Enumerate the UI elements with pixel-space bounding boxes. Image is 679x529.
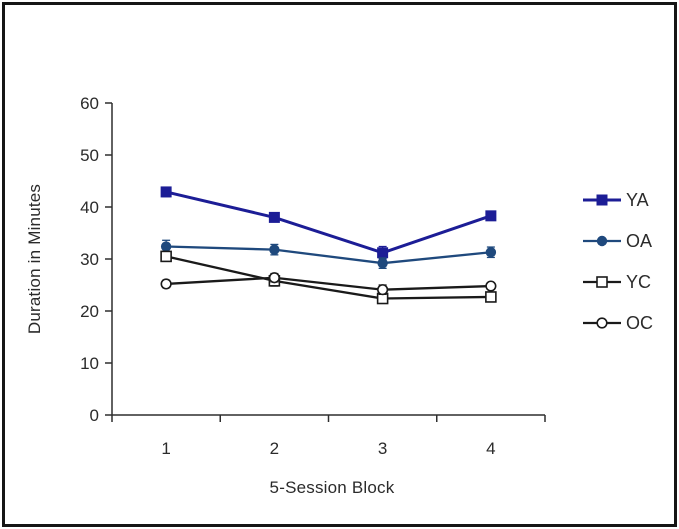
series-line-oa — [166, 245, 491, 265]
data-point-oa — [377, 257, 388, 269]
y-axis-title: Duration in Minutes — [25, 184, 44, 334]
data-point-oa — [485, 247, 497, 258]
filled-square-icon — [596, 194, 608, 206]
series-line-yc — [165, 255, 491, 300]
legend-label-oc: OC — [626, 313, 653, 333]
y-tick-label: 0 — [90, 406, 99, 425]
data-point-oc — [268, 272, 280, 284]
legend-item-yc: YC — [583, 272, 651, 292]
filled-circle-icon — [596, 235, 608, 247]
legend: YA OA YC OC — [583, 190, 653, 333]
x-tick-label: 4 — [486, 439, 495, 458]
plot-area — [160, 186, 497, 305]
series-oa — [160, 239, 497, 270]
open-square-icon — [596, 276, 608, 288]
series-line-oc — [166, 276, 491, 291]
legend-item-oa: OA — [583, 231, 652, 251]
x-axis-title: 5-Session Block — [270, 478, 395, 497]
data-point-oa — [269, 244, 280, 255]
x-tick-label: 3 — [378, 439, 387, 458]
y-tick-label: 10 — [80, 354, 99, 373]
data-point-oa — [160, 241, 172, 252]
legend-label-yc: YC — [626, 272, 651, 292]
series-line-ya — [165, 190, 492, 255]
data-point-ya — [485, 210, 497, 222]
legend-label-oa: OA — [626, 231, 652, 251]
data-point-ya — [377, 247, 389, 259]
data-point-ya — [160, 186, 172, 198]
y-tick-label: 20 — [80, 302, 99, 321]
x-tick-label: 1 — [161, 439, 170, 458]
y-tick-label: 30 — [80, 250, 99, 269]
data-point-ya — [268, 211, 280, 223]
x-tick-label: 2 — [270, 439, 279, 458]
y-tick-label: 60 — [80, 94, 99, 113]
axis-ticks: 0 10 20 30 40 50 60 1 2 3 4 — [80, 94, 546, 458]
open-circle-icon — [596, 317, 608, 329]
y-tick-label: 50 — [80, 146, 99, 165]
data-point-oc — [485, 280, 497, 292]
legend-item-oc: OC — [583, 313, 653, 333]
data-point-oc — [160, 278, 172, 290]
y-tick-label: 40 — [80, 198, 99, 217]
data-point-oc — [377, 284, 389, 296]
legend-label-ya: YA — [626, 190, 649, 210]
data-point-yc — [485, 291, 497, 303]
series-oc — [160, 272, 497, 296]
legend-item-ya: YA — [583, 190, 649, 210]
data-point-yc — [160, 250, 172, 263]
series-yc — [160, 250, 497, 305]
